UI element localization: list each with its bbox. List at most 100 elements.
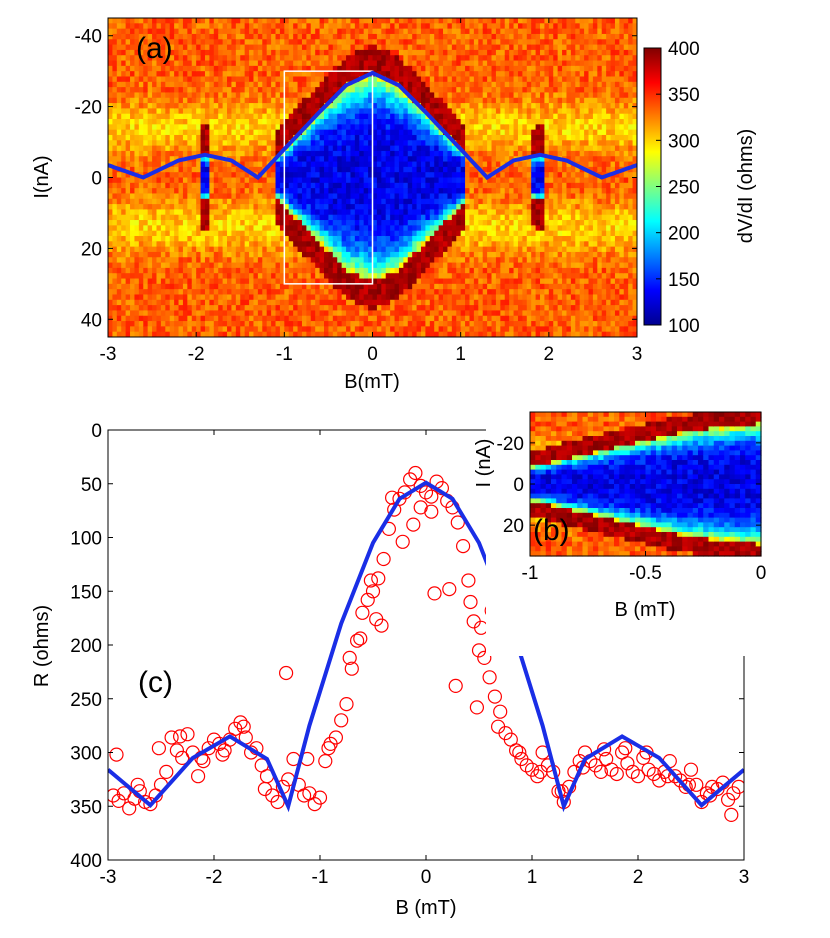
heatmap-cell [407, 177, 413, 184]
heatmap-cell [249, 33, 255, 40]
heatmap-cell [288, 220, 294, 226]
heatmap-cell [341, 321, 347, 327]
heatmap-cell [152, 108, 158, 115]
heatmap-cell [244, 60, 250, 67]
heatmap-cell [240, 71, 246, 78]
heatmap-cell [469, 103, 475, 109]
heatmap-cell [240, 220, 246, 226]
heatmap-cell [125, 267, 131, 274]
heatmap-cell [112, 193, 118, 200]
heatmap-cell [341, 134, 347, 141]
heatmap-cell [275, 321, 281, 327]
heatmap-cell [116, 97, 122, 104]
heatmap-cell [420, 161, 426, 168]
heatmap-cell [328, 251, 334, 258]
heatmap-cell [244, 65, 250, 72]
heatmap-cell [244, 182, 250, 189]
heatmap-cell [156, 225, 162, 232]
heatmap-cell [249, 214, 255, 221]
heatmap-cell [328, 150, 334, 157]
heatmap-cell [465, 108, 471, 115]
heatmap-cell [182, 257, 188, 264]
heatmap-cell [108, 204, 114, 210]
heatmap-cell [293, 262, 299, 269]
heatmap-cell [456, 28, 462, 35]
heatmap-cell [253, 124, 259, 131]
heatmap-cell [275, 257, 281, 264]
heatmap-cell [372, 156, 378, 163]
heatmap-cell [165, 150, 171, 157]
heatmap-cell [381, 44, 387, 51]
heatmap-cell [306, 182, 312, 189]
heatmap-cell [266, 262, 272, 269]
heatmap-cell [262, 49, 268, 56]
heatmap-cell [284, 92, 290, 99]
heatmap-cell [438, 230, 444, 237]
heatmap-cell [271, 60, 277, 67]
heatmap-cell [174, 134, 180, 141]
heatmap-cell [121, 267, 127, 274]
heatmap-cell [134, 39, 140, 46]
heatmap-cell [293, 188, 299, 195]
heatmap-cell [222, 65, 228, 72]
heatmap-cell [443, 113, 449, 120]
heatmap-cell [469, 150, 475, 157]
heatmap-cell [275, 283, 281, 290]
heatmap-cell [178, 305, 184, 312]
heatmap-cell [451, 71, 457, 78]
heatmap-cell [112, 310, 118, 317]
heatmap-cell [121, 257, 127, 264]
heatmap-cell [116, 108, 122, 115]
heatmap-cell [249, 140, 255, 147]
heatmap-cell [407, 33, 413, 40]
heatmap-cell [412, 204, 418, 210]
heatmap-cell [407, 230, 413, 237]
heatmap-cell [227, 166, 233, 173]
heatmap-cell [354, 214, 360, 221]
heatmap-cell [420, 124, 426, 131]
heatmap-cell [187, 81, 193, 88]
heatmap-cell [451, 33, 457, 40]
heatmap-cell [390, 283, 396, 290]
heatmap-cell [434, 299, 440, 306]
heatmap-cell [218, 124, 224, 131]
heatmap-cell [390, 209, 396, 216]
heatmap-cell [169, 289, 175, 296]
heatmap-cell [143, 299, 149, 306]
heatmap-cell [438, 172, 444, 179]
heatmap-cell [249, 134, 255, 141]
heatmap-cell [196, 326, 202, 333]
heatmap-cell [200, 172, 206, 179]
heatmap-cell [156, 326, 162, 333]
heatmap-cell [174, 326, 180, 333]
heatmap-cell [231, 87, 237, 94]
heatmap-cell [257, 273, 263, 280]
heatmap-cell [456, 273, 462, 280]
heatmap-cell [213, 257, 219, 264]
heatmap-cell [249, 262, 255, 269]
heatmap-cell [275, 289, 281, 296]
heatmap-cell [438, 315, 444, 322]
heatmap-cell [425, 188, 431, 195]
heatmap-cell [253, 49, 259, 56]
heatmap-cell [451, 150, 457, 157]
heatmap-cell [473, 81, 479, 88]
heatmap-cell [130, 220, 136, 226]
heatmap-cell [319, 310, 325, 317]
heatmap-cell [160, 267, 166, 274]
heatmap-cell [169, 209, 175, 216]
heatmap-cell [235, 188, 241, 195]
heatmap-cell [301, 145, 307, 152]
heatmap-cell [385, 267, 391, 274]
heatmap-cell [165, 124, 171, 131]
heatmap-cell [394, 55, 400, 62]
heatmap-cell [235, 140, 241, 147]
heatmap-cell [152, 246, 158, 253]
heatmap-cell [319, 273, 325, 280]
heatmap-cell [363, 225, 369, 232]
heatmap-cell [284, 182, 290, 189]
heatmap-cell [174, 65, 180, 72]
heatmap-cell [266, 23, 272, 30]
heatmap-cell [359, 71, 365, 78]
heatmap-cell [165, 321, 171, 327]
